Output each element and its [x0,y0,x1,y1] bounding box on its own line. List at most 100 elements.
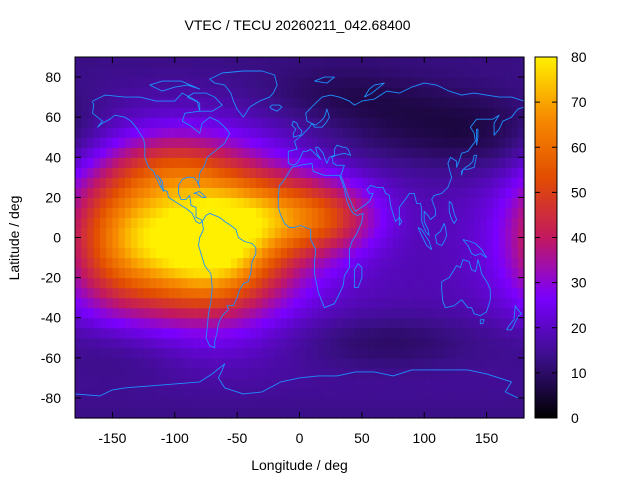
heatmap-cell [330,297,338,309]
heatmap-cell [224,117,232,128]
heatmap-cell [75,357,82,369]
heatmap-cell [480,117,488,128]
heatmap-cell [361,257,369,269]
heatmap-cell [280,397,288,409]
heatmap-cell [393,407,400,419]
heatmap-cell [436,97,444,108]
heatmap-cell [268,227,276,239]
heatmap-cell [99,277,107,289]
heatmap-cell [118,247,126,259]
heatmap-cell [212,277,220,289]
heatmap-cell [486,267,494,279]
heatmap-cell [349,147,357,158]
heatmap-cell [218,317,226,329]
heatmap-cell [474,217,481,229]
heatmap-cell [436,57,444,68]
heatmap-cell [505,67,513,78]
heatmap-cell [517,127,525,138]
heatmap-cell [181,157,188,168]
heatmap-cell [336,337,344,349]
heatmap-cell [287,267,294,279]
heatmap-cell [405,57,413,68]
heatmap-cell [374,157,382,168]
heatmap-cell [480,157,488,168]
heatmap-cell [393,297,400,309]
heatmap-cell [361,157,369,168]
heatmap-cell [405,377,413,389]
heatmap-cell [212,327,220,339]
heatmap-cell [199,317,207,329]
heatmap-cell [280,207,288,219]
heatmap-cell [467,137,475,148]
heatmap-cell [230,397,238,409]
heatmap-cell [424,267,432,279]
heatmap-cell [212,367,220,379]
heatmap-cell [255,167,263,178]
heatmap-cell [492,167,500,178]
heatmap-cell [137,97,145,108]
heatmap-cell [181,237,188,249]
heatmap-cell [168,317,176,329]
heatmap-cell [124,207,132,219]
heatmap-cell [405,187,413,198]
heatmap-cell [137,57,145,68]
heatmap-cell [112,287,120,299]
heatmap-cell [205,77,213,88]
heatmap-cell [293,137,301,148]
heatmap-cell [274,167,282,178]
heatmap-cell [399,397,407,409]
heatmap-cell [349,57,357,68]
colorbar-tick-label: 20 [571,320,587,336]
heatmap-cell [243,137,251,148]
heatmap-cell [336,327,344,339]
heatmap-cell [193,197,201,209]
heatmap-cell [311,167,319,178]
heatmap-cell [349,197,357,209]
heatmap-cell [124,357,132,369]
heatmap-cell [99,167,107,178]
heatmap-cell [93,387,101,399]
heatmap-cell [168,387,176,399]
heatmap-cell [505,107,513,118]
heatmap-cell [343,237,350,249]
heatmap-cell [237,117,244,128]
heatmap-cell [280,197,288,209]
heatmap-cell [442,237,450,249]
heatmap-cell [386,237,394,249]
heatmap-cell [280,67,288,78]
heatmap-cell [461,357,469,369]
heatmap-cell [499,377,506,389]
heatmap-cell [455,177,463,188]
heatmap-cell [361,247,369,259]
heatmap-cell [467,107,475,118]
heatmap-cell [405,327,413,339]
heatmap-cell [131,347,138,359]
heatmap-cell [393,97,400,108]
heatmap-cell [199,397,207,409]
heatmap-cell [205,367,213,379]
heatmap-cell [411,377,419,389]
heatmap-cell [355,277,363,289]
heatmap-cell [399,257,407,269]
heatmap-cell [455,287,463,299]
heatmap-cell [181,167,188,178]
heatmap-cell [318,347,326,359]
heatmap-cell [511,137,519,148]
heatmap-cell [499,177,506,188]
heatmap-cell [168,237,176,249]
heatmap-cell [249,337,257,349]
heatmap-cell [368,297,375,309]
heatmap-cell [368,87,375,98]
heatmap-cell [243,237,251,249]
heatmap-cell [442,127,450,138]
heatmap-cell [280,377,288,389]
heatmap-cell [393,217,400,229]
heatmap-cell [399,267,407,279]
heatmap-cell [156,377,163,389]
heatmap-cell [467,327,475,339]
heatmap-cell [449,127,457,138]
heatmap-cell [399,57,407,68]
heatmap-cell [424,167,432,178]
heatmap-cell [149,257,157,269]
